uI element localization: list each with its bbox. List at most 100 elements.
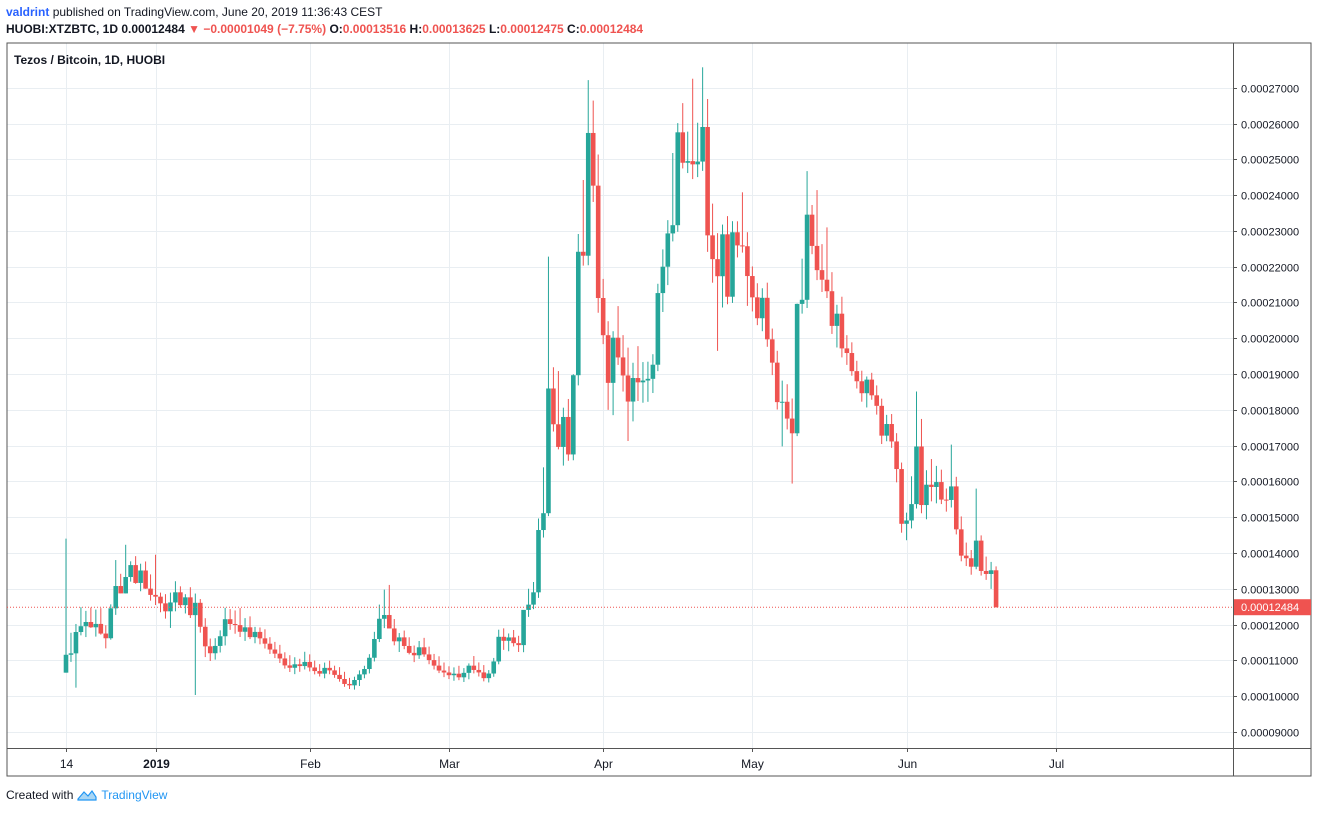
candle[interactable] xyxy=(436,656,442,674)
candle[interactable] xyxy=(183,594,188,614)
candle[interactable] xyxy=(337,667,342,682)
candle[interactable] xyxy=(83,610,89,638)
candle[interactable] xyxy=(98,608,104,635)
candle[interactable] xyxy=(247,616,253,640)
candle[interactable] xyxy=(401,630,407,650)
candle[interactable] xyxy=(894,433,899,483)
candle[interactable] xyxy=(158,592,163,613)
candle[interactable] xyxy=(491,657,497,677)
candle[interactable] xyxy=(640,362,646,403)
candle[interactable] xyxy=(352,676,357,690)
candle[interactable] xyxy=(541,467,546,538)
candle[interactable] xyxy=(317,664,322,677)
candle[interactable] xyxy=(625,347,631,441)
candle[interactable] xyxy=(556,371,561,450)
candle[interactable] xyxy=(958,516,964,562)
candle[interactable] xyxy=(476,662,482,677)
candle[interactable] xyxy=(222,607,228,646)
candle[interactable] xyxy=(566,398,571,461)
candle[interactable] xyxy=(327,660,332,675)
candle[interactable] xyxy=(730,221,735,303)
candle[interactable] xyxy=(864,376,870,408)
candle[interactable] xyxy=(919,418,924,514)
candle[interactable] xyxy=(486,670,492,683)
candle[interactable] xyxy=(944,488,949,512)
candle[interactable] xyxy=(939,469,944,505)
candle[interactable] xyxy=(690,78,695,180)
candle[interactable] xyxy=(451,667,457,681)
candle[interactable] xyxy=(108,604,114,640)
candle[interactable] xyxy=(650,354,656,394)
candle[interactable] xyxy=(600,278,606,345)
candle[interactable] xyxy=(595,154,601,313)
candle[interactable] xyxy=(779,380,785,447)
candle[interactable] xyxy=(143,561,148,589)
candle[interactable] xyxy=(784,384,790,430)
candle[interactable] xyxy=(670,153,676,242)
candle[interactable] xyxy=(675,123,681,232)
candle[interactable] xyxy=(551,367,556,432)
candle[interactable] xyxy=(406,637,412,655)
candle[interactable] xyxy=(391,619,397,646)
candle[interactable] xyxy=(794,303,800,437)
candle[interactable] xyxy=(814,190,820,281)
candle[interactable] xyxy=(824,227,830,299)
candle[interactable] xyxy=(585,80,591,266)
candle[interactable] xyxy=(68,632,74,662)
candle[interactable] xyxy=(620,335,626,392)
candle[interactable] xyxy=(968,549,974,575)
candle[interactable] xyxy=(755,283,760,326)
tradingview-logo-icon[interactable] xyxy=(77,789,97,801)
candle[interactable] xyxy=(869,372,875,400)
candle[interactable] xyxy=(536,518,541,598)
candle[interactable] xyxy=(481,665,487,682)
candle[interactable] xyxy=(615,306,621,365)
candle[interactable] xyxy=(446,666,452,680)
candle[interactable] xyxy=(949,444,954,508)
price-axis[interactable]: 0.00009000 0.00010000 0.00011000 0.00012000… xyxy=(1233,84,1299,740)
candle[interactable] xyxy=(312,660,317,675)
candle[interactable] xyxy=(461,668,467,682)
candle[interactable] xyxy=(357,670,362,686)
candle[interactable] xyxy=(362,665,367,679)
candle[interactable] xyxy=(267,637,273,654)
candle[interactable] xyxy=(212,638,218,660)
candle[interactable] xyxy=(292,657,298,675)
candle[interactable] xyxy=(655,283,661,372)
candle[interactable] xyxy=(382,589,387,629)
candle[interactable] xyxy=(287,655,293,672)
candle[interactable] xyxy=(148,574,153,601)
candle[interactable] xyxy=(138,563,143,592)
candle[interactable] xyxy=(471,656,477,674)
candle[interactable] xyxy=(456,665,462,681)
candle[interactable] xyxy=(740,192,745,253)
candle[interactable] xyxy=(680,103,686,169)
candle[interactable] xyxy=(660,249,666,313)
candle[interactable] xyxy=(252,626,258,644)
candle[interactable] xyxy=(610,331,616,416)
candle[interactable] xyxy=(849,342,855,376)
candle[interactable] xyxy=(750,266,755,312)
candle[interactable] xyxy=(571,374,576,461)
candle[interactable] xyxy=(377,604,382,643)
candle[interactable] xyxy=(799,258,805,314)
candle[interactable] xyxy=(605,321,611,410)
candle[interactable] xyxy=(411,645,417,663)
candle[interactable] xyxy=(914,391,919,509)
candle[interactable] xyxy=(332,665,337,678)
candle[interactable] xyxy=(710,203,715,283)
candle[interactable] xyxy=(685,131,691,174)
candle[interactable] xyxy=(153,554,158,606)
candle[interactable] xyxy=(839,296,845,358)
candle[interactable] xyxy=(113,560,119,615)
candle[interactable] xyxy=(168,592,173,628)
candle[interactable] xyxy=(834,304,840,348)
candle[interactable] xyxy=(342,671,347,687)
candle[interactable] xyxy=(367,654,372,674)
candle[interactable] xyxy=(421,637,427,657)
candle[interactable] xyxy=(506,633,511,652)
candle[interactable] xyxy=(580,179,586,266)
candle[interactable] xyxy=(188,587,193,618)
candle[interactable] xyxy=(396,633,402,652)
candle[interactable] xyxy=(128,561,133,582)
